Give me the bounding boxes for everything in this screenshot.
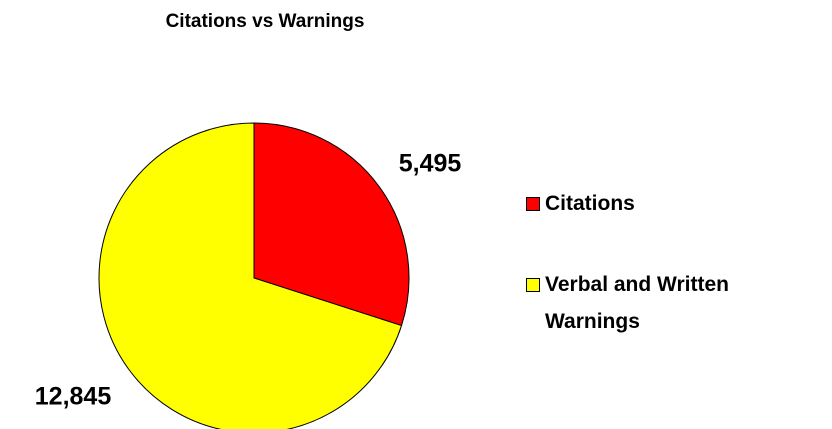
data-label: 12,845 bbox=[35, 383, 112, 411]
pie-slice bbox=[98, 122, 403, 429]
legend-swatch bbox=[526, 278, 540, 292]
data-label: 5,495 bbox=[399, 150, 462, 178]
chart-title: Citations vs Warnings bbox=[166, 11, 365, 32]
pie-slice bbox=[253, 122, 410, 327]
legend-label: Verbal and Written Warnings bbox=[545, 273, 729, 333]
legend-swatch bbox=[526, 197, 540, 211]
legend-label: Citations bbox=[545, 192, 635, 215]
